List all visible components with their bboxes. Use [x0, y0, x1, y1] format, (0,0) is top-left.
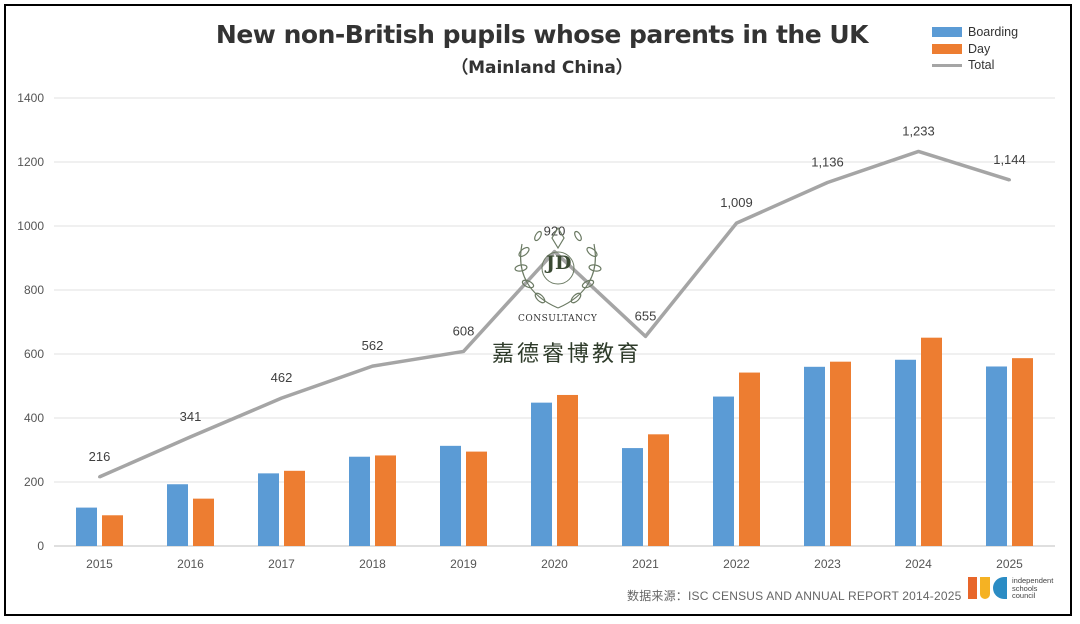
- y-tick-label: 1000: [17, 219, 44, 233]
- legend-swatch-total: [932, 63, 962, 67]
- bar-boarding: [531, 402, 552, 546]
- legend-label-day: Day: [968, 41, 991, 56]
- point-total: [917, 149, 920, 153]
- point-total: [280, 396, 283, 400]
- legend-swatch-boarding: [932, 27, 962, 38]
- data-label-total: 341: [180, 409, 202, 424]
- legend-item-day: Day: [932, 41, 1018, 58]
- point-total: [98, 475, 101, 479]
- y-tick-label: 1400: [17, 91, 44, 105]
- x-tick-label: 2022: [723, 557, 750, 571]
- point-total: [735, 221, 738, 225]
- point-total: [371, 364, 374, 368]
- bar-boarding: [622, 448, 643, 546]
- chart-subtitle: （Mainland China）: [451, 58, 633, 78]
- x-tick-label: 2017: [268, 557, 295, 571]
- y-tick-label: 1200: [17, 155, 44, 169]
- isc-logo-text: independent schools council: [1012, 576, 1054, 600]
- point-total: [189, 435, 192, 439]
- source-note: 数据来源：ISC CENSUS AND ANNUAL REPORT 2014-2…: [627, 589, 962, 603]
- isc-logo-s-icon: [980, 577, 990, 600]
- x-tick-label: 2019: [450, 557, 477, 571]
- bar-boarding: [349, 456, 370, 546]
- data-label-total: 462: [271, 370, 293, 385]
- bar-boarding: [167, 484, 188, 546]
- bar-day: [375, 455, 396, 546]
- bar-day: [648, 434, 669, 546]
- bar-boarding: [76, 507, 97, 546]
- point-total: [462, 349, 465, 353]
- legend-label-boarding: Boarding: [968, 25, 1019, 40]
- chart-legend: Boarding Day Total: [932, 24, 1018, 74]
- data-label-total: 920: [544, 224, 566, 239]
- bar-day: [466, 451, 487, 546]
- bar-boarding: [713, 396, 734, 546]
- legend-swatch-day: [932, 43, 962, 54]
- bar-day: [1012, 358, 1033, 546]
- point-total: [826, 180, 829, 184]
- bar-day: [921, 337, 942, 546]
- isc-logo-c-icon: [993, 577, 1007, 600]
- data-label-total: 1,009: [720, 195, 753, 210]
- point-total: [1008, 178, 1011, 182]
- laurel-emblem-icon: [514, 226, 602, 309]
- point-total: [644, 334, 647, 338]
- y-tick-label: 600: [24, 347, 44, 361]
- x-tick-label: 2025: [996, 557, 1023, 571]
- bar-boarding: [258, 473, 279, 546]
- legend-label-total: Total: [968, 58, 995, 73]
- watermark-consultancy: CONSULTANCY: [518, 314, 598, 324]
- x-tick-label: 2018: [359, 557, 386, 571]
- data-label-total: 608: [453, 323, 475, 338]
- bar-day: [193, 498, 214, 546]
- x-tick-label: 2020: [541, 557, 568, 571]
- bar-day: [284, 470, 305, 546]
- data-label-total: 1,144: [993, 152, 1026, 167]
- y-tick-label: 200: [24, 475, 44, 489]
- isc-logo-i-icon: [968, 577, 977, 600]
- y-tick-label: 0: [37, 539, 44, 553]
- data-label-total: 562: [362, 338, 384, 353]
- bar-boarding: [895, 359, 916, 546]
- legend-item-boarding: Boarding: [932, 24, 1018, 41]
- bar-boarding: [986, 366, 1007, 546]
- x-tick-label: 2023: [814, 557, 841, 571]
- bar-boarding: [804, 366, 825, 546]
- legend-item-total: Total: [932, 57, 1018, 74]
- bar-day: [830, 361, 851, 546]
- data-label-total: 655: [635, 308, 657, 323]
- chart-title: New non-British pupils whose parents in …: [215, 20, 869, 49]
- data-label-total: 1,136: [811, 154, 844, 169]
- bar-day: [102, 515, 123, 546]
- bar-boarding: [440, 445, 461, 546]
- x-tick-label: 2021: [632, 557, 659, 571]
- watermark-chinese-name: 嘉德睿博教育: [492, 342, 643, 367]
- y-tick-label: 400: [24, 411, 44, 425]
- x-tick-label: 2024: [905, 557, 932, 571]
- bar-day: [557, 394, 578, 546]
- x-tick-label: 2016: [177, 557, 204, 571]
- isc-logo: independent schools council: [968, 576, 1054, 600]
- data-label-total: 1,233: [902, 123, 935, 138]
- y-tick-label: 800: [24, 283, 44, 297]
- x-tick-label: 2015: [86, 557, 113, 571]
- watermark-initials: JD: [546, 252, 572, 274]
- data-label-total: 216: [89, 449, 111, 464]
- bar-day: [739, 372, 760, 546]
